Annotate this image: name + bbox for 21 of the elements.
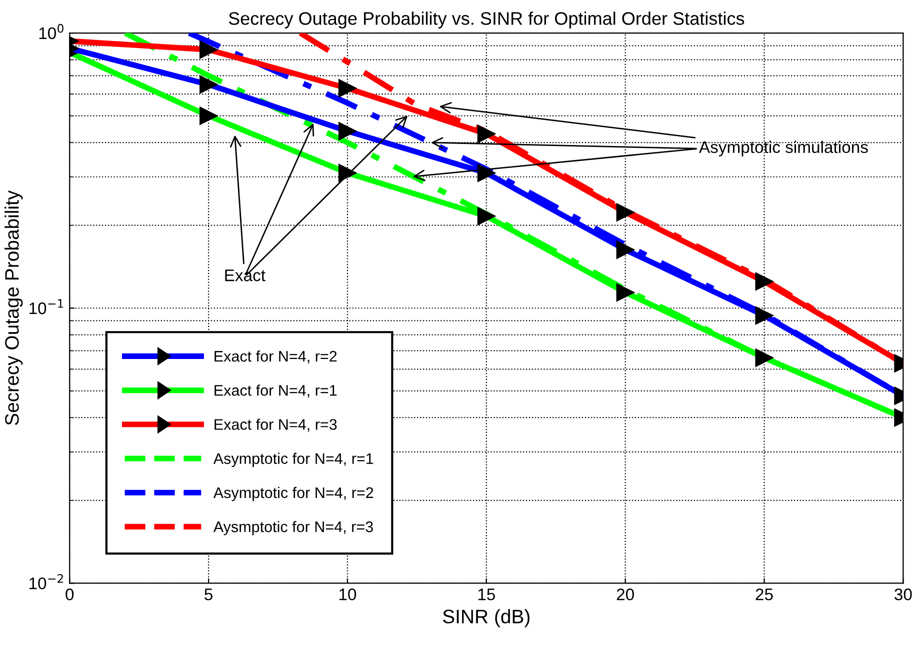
y-axis-title: Secrecy Outage Probability (4, 190, 23, 426)
x-tick-label: 15 (478, 588, 495, 600)
legend-label: Exact for N=4, r=3 (214, 418, 337, 432)
legend-label: Exact for N=4, r=2 (214, 350, 337, 364)
legend-label: Asymptotic for N=4, r=2 (213, 486, 374, 502)
legend-label: Aysmptotic for N=4, r=3 (213, 520, 373, 536)
x-tick-label: 5 (204, 588, 212, 600)
x-tick-label: 0 (66, 588, 74, 600)
annotation: Exact (225, 270, 266, 282)
x-tick-label: 20 (616, 588, 634, 600)
x-axis-title: SINR (dB) (442, 609, 530, 628)
y-tick-label: 10$^{0}$ (39, 24, 64, 40)
x-tick-label: 10 (339, 588, 356, 600)
x-tick-label: 30 (894, 588, 912, 600)
legend-label: Asymptotic for N=4, r=1 (213, 452, 374, 468)
y-tick-label: 10$^{−2}$ (30, 574, 63, 590)
y-tick-label: 10$^{−1}$ (30, 299, 64, 314)
legend-label: Exact for N=4, r=1 (214, 384, 337, 398)
annotation: Asymptotic simulations (698, 140, 868, 156)
chart-title: Secrecy Outage Probability vs. SINR for Optimal Order Statistics (228, 12, 744, 28)
x-tick-label: 25 (756, 588, 773, 600)
